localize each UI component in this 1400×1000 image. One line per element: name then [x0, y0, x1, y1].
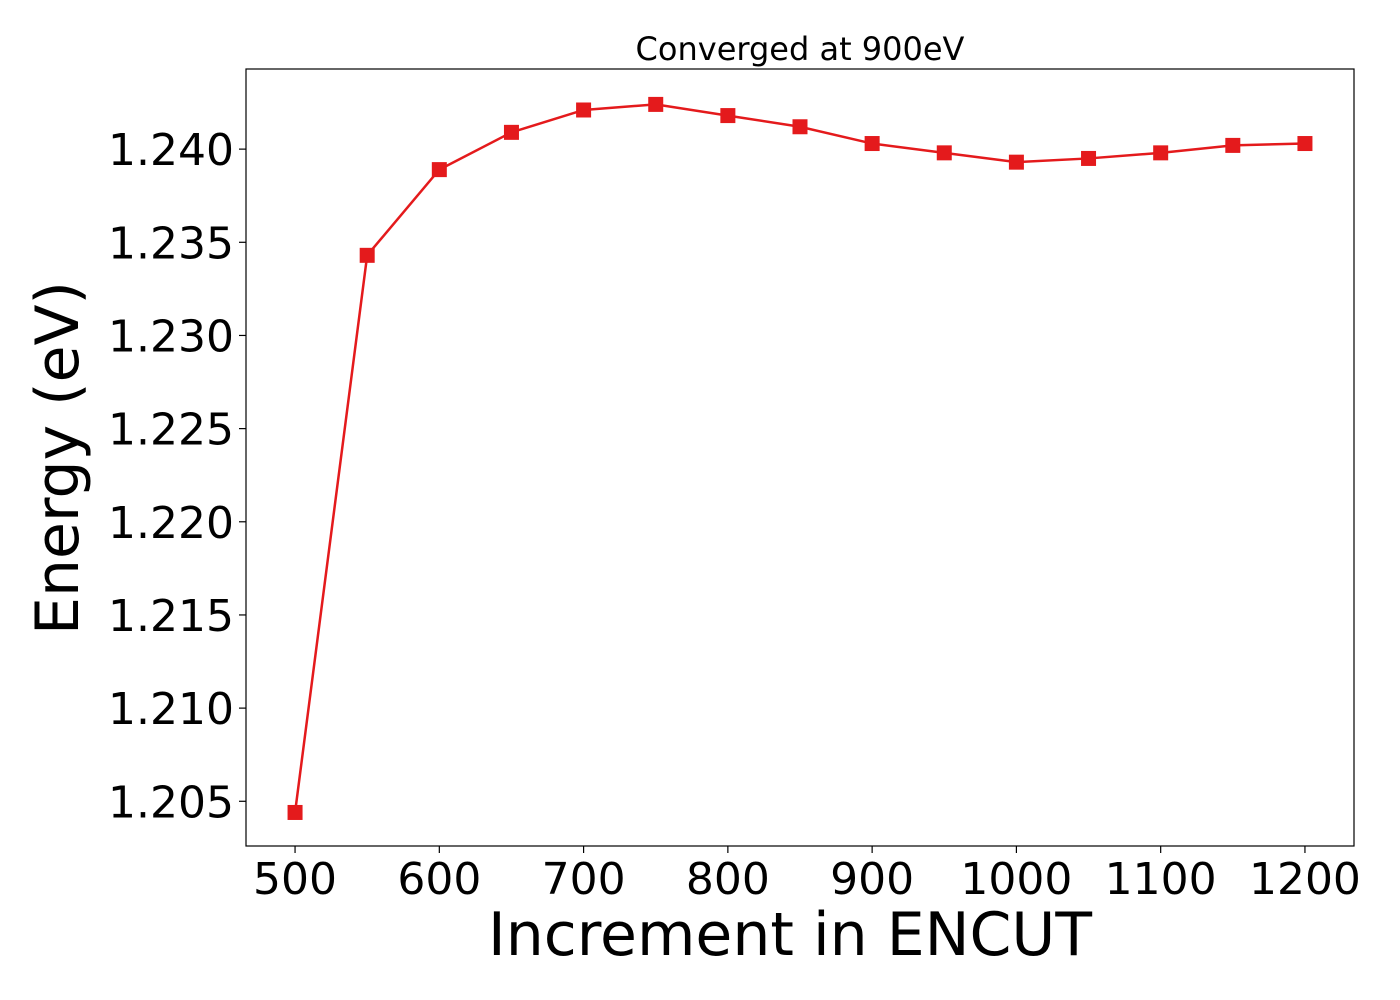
- data-point-marker: [576, 102, 592, 118]
- x-axis: 500 600 700 800 900 1000 1100 1200: [253, 846, 1361, 905]
- plot-frame: [245, 68, 1355, 847]
- data-point-marker: [287, 804, 303, 820]
- y-tick-label: 1.210: [108, 684, 234, 735]
- y-tick-label: 1.215: [108, 591, 234, 642]
- data-point-marker: [1297, 136, 1313, 152]
- data-point-marker: [720, 108, 736, 124]
- x-tick-label: 900: [830, 854, 914, 905]
- chart-title: Converged at 900eV: [636, 30, 965, 68]
- data-point-marker: [1081, 150, 1097, 166]
- x-tick-label: 1100: [1105, 854, 1217, 905]
- data-point-marker: [648, 96, 664, 112]
- y-tick-label: 1.240: [108, 125, 234, 176]
- y-tick-label: 1.205: [108, 777, 234, 828]
- x-tick-label: 1000: [960, 854, 1072, 905]
- y-tick-label: 1.230: [108, 311, 234, 362]
- data-point-marker: [359, 247, 375, 263]
- data-point-marker: [503, 124, 519, 140]
- data-point-marker: [1153, 145, 1169, 161]
- x-tick-label: 1200: [1249, 854, 1361, 905]
- y-tick-label: 1.220: [108, 498, 234, 549]
- data-point-marker: [792, 119, 808, 135]
- x-tick-label: 500: [253, 854, 337, 905]
- y-axis: 1.205 1.210 1.215 1.220 1.225 1.230 1.235 1.240: [108, 125, 246, 828]
- y-axis-label: Energy (eV): [23, 281, 93, 635]
- data-point-marker: [864, 136, 880, 152]
- series-line: [293, 103, 1305, 813]
- x-axis-label: Increment in ENCUT: [488, 900, 1092, 970]
- x-tick-label: 800: [686, 854, 770, 905]
- x-tick-label: 600: [397, 854, 481, 905]
- plot-area: [287, 96, 1313, 820]
- data-point-marker: [936, 145, 952, 161]
- data-point-marker: [1225, 137, 1241, 153]
- data-point-marker: [1008, 154, 1024, 170]
- data-point-marker: [431, 162, 447, 178]
- y-tick-label: 1.225: [108, 405, 234, 456]
- y-tick-label: 1.235: [108, 218, 234, 269]
- x-tick-label: 700: [542, 854, 626, 905]
